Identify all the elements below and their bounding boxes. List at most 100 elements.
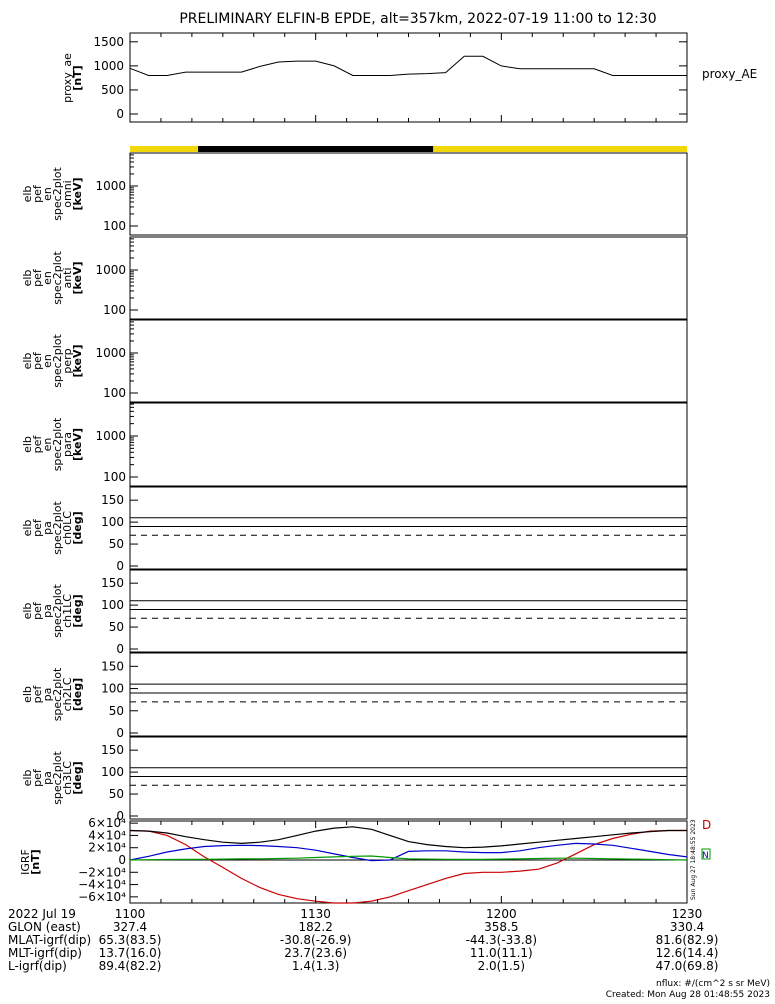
proxy-ae-legend: proxy_AE	[702, 67, 757, 81]
igrf-ylabel-line: [nT]	[29, 849, 42, 874]
pa_ch3-ylabel-line: pef	[31, 768, 44, 787]
orbit-bar-sunlit	[433, 146, 687, 152]
spec_perp-ylabel-line: en	[41, 354, 54, 368]
ytick-label: 1000	[95, 179, 126, 193]
pa_ch0-ylabel-line: pa	[41, 521, 54, 535]
spec_omni-ylabel-line: spec2plot	[51, 167, 64, 221]
ytick-label: 150	[101, 659, 124, 673]
ytick-label: 500	[101, 83, 124, 97]
igrf-black-line	[129, 826, 687, 849]
ytick-label: 50	[109, 537, 124, 551]
footer-row-value: 81.6(82.9)	[656, 933, 719, 947]
pa_ch2-ylabel-line: spec2plot	[51, 667, 64, 721]
pa_ch3-ylabel-line: ch3LC	[61, 761, 74, 795]
pa_ch1-ylabel-line: spec2plot	[51, 584, 64, 638]
ytick-label: 100	[103, 303, 126, 317]
spec_para-ylabel-line: [keV]	[71, 428, 84, 461]
panel-frame	[129, 152, 688, 236]
pa_ch3-ylabel-line: spec2plot	[51, 751, 64, 805]
spec_omni-ylabel-line: pef	[31, 184, 44, 203]
legend-n: N	[702, 851, 709, 861]
pa_ch0-ylabel-line: [deg]	[71, 511, 84, 544]
ytick-label: 4×10⁴	[88, 828, 126, 842]
ytick-label: 100	[101, 682, 124, 696]
pa_ch3-ylabel-line: [deg]	[71, 761, 84, 794]
panel-frame	[129, 319, 688, 403]
pa_ch1-ylabel-line: pef	[31, 601, 44, 620]
ytick-label: 0	[116, 107, 124, 121]
panel-frame	[129, 236, 688, 320]
footer-row-value: 1130	[300, 907, 331, 921]
pa_ch0-ylabel-line: ch0LC	[61, 511, 74, 545]
spec_anti-ylabel-line: elb	[21, 270, 34, 287]
proxy-ae-ylabel-line: [nT]	[71, 65, 84, 90]
pa_ch3-ylabel-line: elb	[21, 770, 34, 787]
igrf-n-line	[129, 855, 688, 861]
spec_omni-ylabel-line: omni	[61, 180, 74, 207]
spec_perp-ylabel-line: elb	[21, 353, 34, 370]
spec_omni-ylabel-line: en	[41, 187, 54, 201]
ytick-label: 100	[101, 765, 124, 779]
ytick-label: 6×10⁴	[88, 816, 126, 830]
orbit-bar-shadow	[198, 146, 434, 152]
created-note: Created: Mon Aug 28 01:48:55 2023	[606, 990, 770, 1000]
ytick-label: 150	[101, 493, 124, 507]
footer-row-label: 2022 Jul 19	[8, 907, 76, 921]
ytick-label: 1500	[93, 35, 124, 49]
footer-row-value: 330.4	[670, 920, 704, 934]
ytick-label: 100	[103, 470, 126, 484]
legend-d: D	[702, 818, 711, 832]
panel-frame	[129, 486, 688, 570]
footer-row-value: 1200	[486, 907, 517, 921]
pa_ch1-ylabel-line: pa	[41, 604, 54, 618]
ytick-label: 0	[116, 809, 124, 823]
ytick-label: 1000	[95, 346, 126, 360]
ytick-label: 150	[101, 576, 124, 590]
footer-row-value: 1100	[115, 907, 146, 921]
footer-row-value: 89.4(82.2)	[99, 959, 162, 973]
panel-frame	[129, 402, 688, 487]
footer-row-value: 65.3(83.5)	[99, 933, 162, 947]
pa_ch2-ylabel-line: pa	[41, 688, 54, 702]
panel-frame	[129, 736, 688, 820]
ytick-label: 0	[116, 642, 124, 656]
ytick-label: 1000	[95, 263, 126, 277]
ytick-label: 1000	[93, 59, 124, 73]
proxy-ae-ylabel: proxy_ae[nT]	[61, 53, 84, 103]
spec_anti-ylabel-line: anti	[61, 267, 74, 288]
spec_perp-ylabel-line: spec2plot	[51, 334, 64, 388]
footer-row-value: 23.7(23.6)	[284, 946, 347, 960]
ytick-label: −6×10⁴	[78, 890, 126, 904]
footer-row-label: MLT-igrf(dip)	[8, 946, 82, 960]
pa_ch0-ylabel-line: pef	[31, 518, 44, 537]
pa_ch2-ylabel-line: ch2LC	[61, 677, 74, 711]
pa_ch2-ylabel-line: [deg]	[71, 678, 84, 711]
spec_omni-ylabel-line: [keV]	[71, 177, 84, 210]
footer-row-value: -44.3(-33.8)	[466, 933, 537, 947]
spec_omni-ylabel-line: elb	[21, 186, 34, 203]
pa_ch2-ylabel-line: pef	[31, 685, 44, 704]
spec_para-ylabel-line: elb	[21, 436, 34, 453]
footer-row-value: 358.5	[484, 920, 518, 934]
pa_ch1-ylabel-line: ch1LC	[61, 594, 74, 628]
ytick-label: 2×10⁴	[88, 841, 126, 855]
panel-proxy_ae: 1500 1000 500 0 proxy_AE proxy_ae[nT]	[61, 32, 757, 123]
pa_ch0-ylabel-line: spec2plot	[51, 501, 64, 555]
pa_ch2-ylabel-line: elb	[21, 686, 34, 703]
spec_para-ylabel-line: spec2plot	[51, 417, 64, 471]
